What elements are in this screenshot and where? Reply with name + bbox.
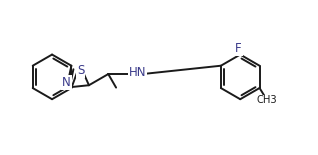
Text: N: N xyxy=(62,76,71,89)
Text: S: S xyxy=(77,64,84,77)
Text: CH3: CH3 xyxy=(257,95,278,105)
Text: F: F xyxy=(235,42,242,55)
Text: HN: HN xyxy=(129,66,146,79)
